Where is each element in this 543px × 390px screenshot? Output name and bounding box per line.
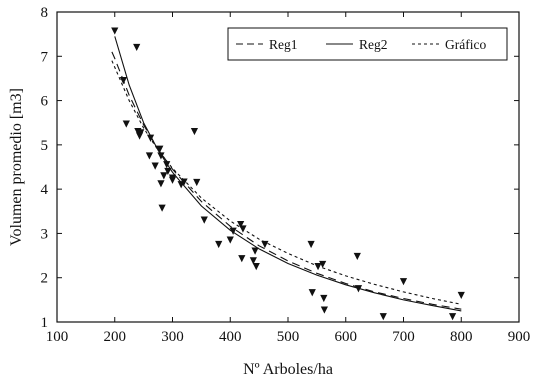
data-point (193, 178, 201, 187)
curves-layer (111, 36, 462, 312)
data-point (215, 240, 223, 249)
legend: Reg1 Reg2 Gráfico (227, 27, 508, 61)
y-axis-title: Volumen promedio [m3] (8, 88, 25, 246)
data-point (137, 129, 145, 137)
data-point (353, 252, 361, 261)
axes-layer: 100 200 300 400 500 600 700 800 900 1 2 3 4 5 6 7 8 (41, 5, 531, 345)
data-point (156, 145, 164, 153)
y-tick-label: 3 (41, 226, 49, 242)
data-point (133, 43, 141, 52)
data-point (229, 227, 237, 235)
legend-label: Reg1 (269, 37, 298, 52)
data-point (251, 247, 259, 255)
data-point (168, 174, 177, 182)
points-layer (111, 27, 465, 321)
y-tick-label: 7 (41, 49, 49, 65)
legend-label: Gráfico (445, 37, 486, 52)
data-point (111, 27, 119, 35)
data-point (160, 172, 168, 180)
legend-label: Reg2 (359, 37, 388, 52)
data-point (457, 291, 465, 300)
data-point (122, 120, 130, 128)
data-point (157, 180, 165, 188)
y-tick-label: 5 (41, 138, 49, 154)
data-point (239, 225, 247, 233)
x-tick-label: 600 (335, 329, 358, 345)
data-point (190, 127, 199, 136)
data-point (448, 313, 457, 321)
data-point (399, 278, 408, 286)
series-line-reg2 (114, 36, 462, 312)
data-point (261, 240, 269, 249)
data-point (354, 285, 363, 293)
y-tick-label: 6 (41, 94, 49, 110)
x-tick-label: 500 (277, 329, 300, 345)
x-axis-title: Nº Arboles/ha (243, 361, 333, 378)
data-point (157, 152, 165, 160)
x-tick-label: 300 (161, 329, 184, 345)
y-tick-label: 8 (41, 5, 49, 21)
y-tick-label: 2 (41, 271, 49, 287)
data-point (226, 236, 234, 244)
data-point (180, 178, 188, 186)
data-point (252, 263, 260, 271)
data-point (200, 216, 208, 224)
data-point (307, 240, 315, 249)
legend-box (227, 27, 508, 61)
data-point (238, 255, 246, 263)
y-tick-label: 1 (41, 315, 49, 331)
data-point (151, 162, 159, 170)
data-point (145, 152, 153, 160)
x-tick-label: 200 (104, 329, 127, 345)
x-tick-label: 900 (508, 329, 531, 345)
series-line-gr-fico (111, 60, 462, 305)
data-point (379, 313, 387, 321)
data-point (320, 294, 328, 303)
x-tick-label: 700 (392, 329, 415, 345)
data-point (319, 260, 327, 269)
data-point (146, 134, 155, 142)
y-tick-label: 4 (41, 182, 49, 198)
data-point (237, 220, 245, 229)
data-point (158, 204, 166, 212)
data-point (163, 161, 171, 169)
data-point (164, 167, 172, 176)
data-point (119, 77, 128, 85)
data-point (308, 289, 316, 297)
data-point (249, 257, 257, 265)
x-tick-label: 400 (219, 329, 242, 345)
data-point (320, 306, 328, 314)
x-tick-label: 100 (46, 329, 69, 345)
data-point (314, 263, 322, 271)
x-tick-label: 800 (450, 329, 473, 345)
